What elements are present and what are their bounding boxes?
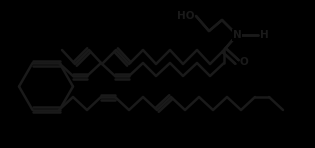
- Text: H: H: [260, 30, 269, 40]
- Text: O: O: [239, 57, 248, 67]
- Text: HO: HO: [176, 11, 194, 21]
- Text: N: N: [232, 30, 241, 40]
